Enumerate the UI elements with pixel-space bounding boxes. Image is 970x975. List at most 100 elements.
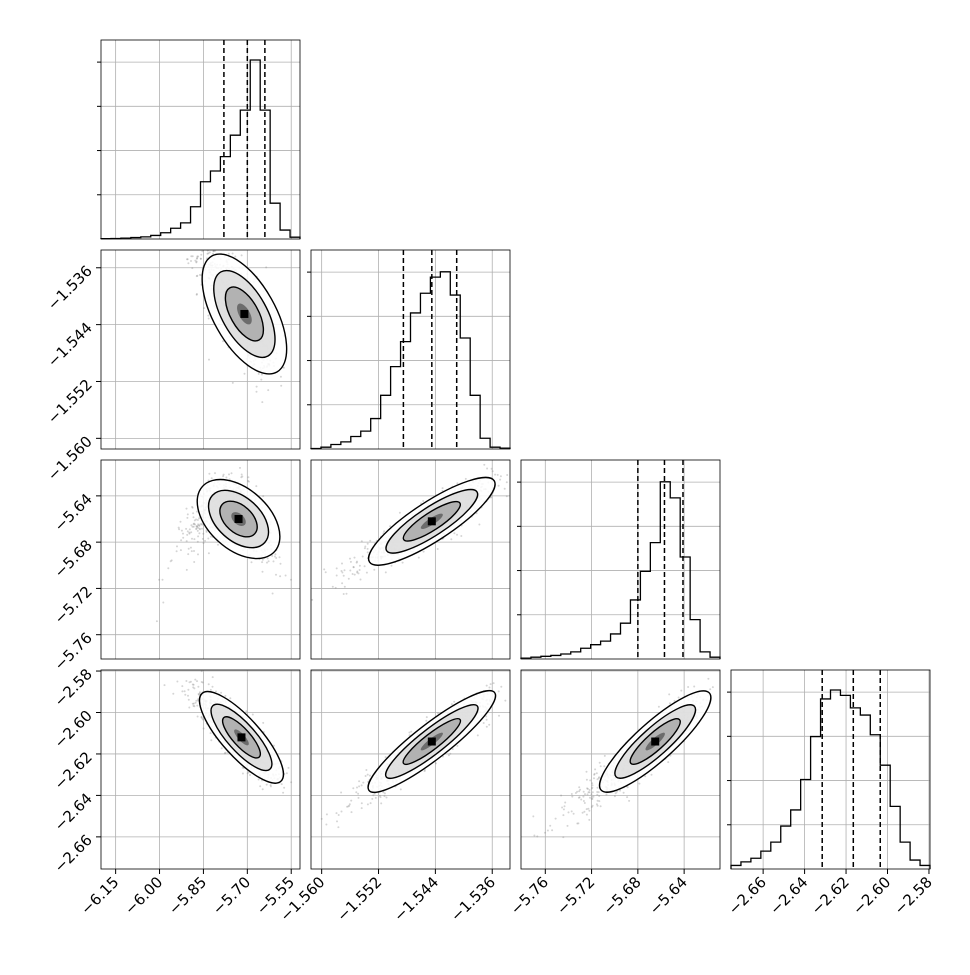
sample-point	[187, 553, 189, 555]
sample-point	[341, 570, 343, 572]
sample-point	[486, 719, 488, 721]
sample-point	[260, 379, 262, 381]
sample-point	[197, 530, 199, 532]
sample-point	[191, 550, 193, 552]
sample-point	[201, 250, 203, 252]
sample-point	[192, 512, 194, 514]
sample-point	[341, 582, 343, 584]
sample-point	[197, 256, 199, 258]
sample-point	[504, 700, 506, 702]
sample-point	[187, 689, 189, 691]
sample-point	[244, 373, 246, 375]
sample-point	[189, 533, 191, 535]
sample-point	[591, 793, 593, 795]
sample-point	[197, 519, 199, 521]
sample-point	[422, 500, 424, 502]
sample-point	[460, 535, 462, 537]
sample-point	[360, 579, 362, 581]
sample-point	[181, 530, 183, 532]
sample-point	[178, 528, 180, 530]
sample-point	[229, 697, 231, 699]
sample-point	[355, 791, 357, 793]
sample-point	[367, 543, 369, 545]
sample-point	[274, 553, 276, 555]
scatter-panel-0-1	[101, 241, 304, 449]
sample-point	[592, 791, 594, 793]
sample-point	[186, 534, 188, 536]
sample-point	[239, 467, 241, 469]
sample-point	[259, 785, 261, 787]
sample-point	[346, 593, 348, 595]
sample-point	[589, 797, 591, 799]
sample-point	[199, 274, 201, 276]
sample-point	[196, 294, 198, 296]
sample-point	[185, 528, 187, 530]
sample-point	[247, 476, 249, 478]
sample-point	[456, 534, 458, 536]
scatter-panel-1-3	[311, 670, 510, 869]
sample-point	[668, 693, 670, 695]
sample-point	[362, 556, 364, 558]
sample-point	[262, 788, 264, 790]
sample-point	[494, 474, 496, 476]
sample-point	[194, 524, 196, 526]
sample-point	[499, 479, 501, 481]
sample-point	[386, 797, 388, 799]
sample-point	[335, 587, 337, 589]
sample-point	[349, 570, 351, 572]
sample-point	[437, 548, 439, 550]
sample-point	[279, 575, 281, 577]
sample-point	[488, 724, 490, 726]
histogram-panel-3	[727, 670, 930, 869]
sample-point	[190, 547, 192, 549]
sample-point	[586, 787, 588, 789]
sample-point	[370, 802, 372, 804]
sample-point	[350, 561, 352, 563]
sample-point	[325, 571, 327, 573]
sample-point	[402, 562, 404, 564]
sample-point	[366, 572, 368, 574]
sample-point	[202, 538, 204, 540]
sample-point	[191, 538, 193, 540]
sample-point	[182, 533, 184, 535]
sample-point	[203, 307, 205, 309]
sample-point	[231, 472, 233, 474]
sample-point	[266, 562, 268, 564]
sample-point	[193, 550, 195, 552]
sample-point	[193, 684, 195, 686]
sample-point	[241, 474, 243, 476]
sample-point	[212, 676, 214, 678]
sample-point	[194, 679, 196, 681]
sample-point	[352, 573, 354, 575]
sample-point	[193, 538, 195, 540]
sample-point	[384, 795, 386, 797]
sample-point	[364, 565, 366, 567]
sample-point	[196, 275, 198, 277]
sample-point	[426, 716, 428, 718]
sample-point	[358, 797, 360, 799]
sample-point	[256, 391, 258, 393]
sample-point	[198, 517, 200, 519]
density-peak	[235, 515, 243, 523]
sample-point	[189, 681, 191, 683]
sample-point	[208, 683, 210, 685]
sample-point	[214, 472, 216, 474]
sample-point	[349, 558, 351, 560]
sample-point	[380, 802, 382, 804]
sample-point	[232, 253, 234, 255]
sample-point	[193, 526, 195, 528]
sample-point	[187, 262, 189, 264]
sample-point	[196, 258, 198, 260]
sample-point	[669, 702, 671, 704]
sample-point	[399, 512, 401, 514]
sample-point	[483, 722, 485, 724]
sample-point	[485, 715, 487, 717]
sample-point	[280, 385, 282, 387]
sample-point	[364, 547, 366, 549]
sample-point	[489, 687, 491, 689]
sample-point	[189, 528, 191, 530]
sample-point	[282, 792, 284, 794]
sample-point	[437, 712, 439, 714]
sample-point	[349, 803, 351, 805]
sample-point	[188, 548, 190, 550]
